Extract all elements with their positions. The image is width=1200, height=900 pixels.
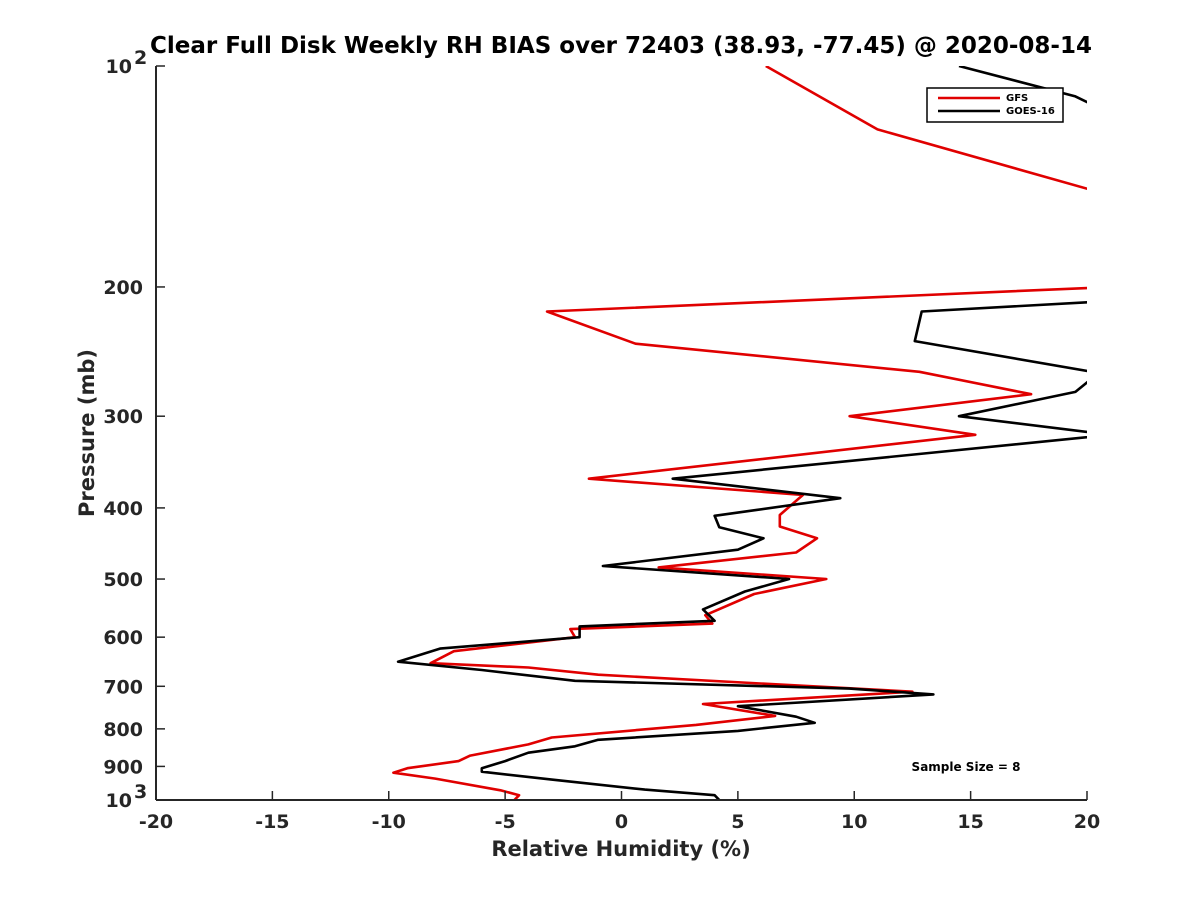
- y-tick-exponent: 3: [134, 781, 147, 803]
- y-tick-label: 400: [103, 498, 143, 520]
- legend-label-goes16: GOES-16: [1006, 106, 1055, 117]
- chart-title: Clear Full Disk Weekly RH BIAS over 7240…: [150, 33, 1092, 59]
- series-line-goes-16: [396, 66, 1087, 800]
- y-tick-exponent: 2: [134, 47, 147, 69]
- y-tick-label: 600: [103, 627, 143, 649]
- y-tick-label: 200: [103, 277, 143, 299]
- x-tick-label: 5: [731, 811, 744, 833]
- x-tick-label: -15: [255, 811, 289, 833]
- y-tick-label: 900: [103, 756, 143, 778]
- y-axis-label: Pressure (mb): [75, 349, 99, 517]
- y-tick-label: 10: [106, 790, 132, 812]
- y-tick-label: 10: [106, 56, 132, 78]
- series-layer: [392, 66, 1087, 800]
- sample-size-annotation: Sample Size = 8: [912, 760, 1021, 774]
- x-tick-label: -20: [139, 811, 173, 833]
- y-tick-label: 800: [103, 719, 143, 741]
- legend: GFS GOES-16: [926, 87, 1064, 123]
- axes: [155, 65, 1088, 801]
- y-tick-base: 10: [106, 790, 132, 812]
- x-tick-label: -5: [495, 811, 516, 833]
- x-tick-label: 20: [1074, 811, 1100, 833]
- y-tick-label: 700: [103, 676, 143, 698]
- legend-box: [926, 87, 1064, 123]
- x-tick-label: 0: [615, 811, 628, 833]
- x-tick-labels: -20 -15 -10 -5 0 5 10 15 20: [139, 811, 1100, 833]
- x-tick-label: 15: [957, 811, 983, 833]
- series-line-gfs: [392, 66, 1087, 800]
- y-tick-label: 500: [103, 569, 143, 591]
- y-tick-base: 10: [106, 56, 132, 78]
- legend-label-gfs: GFS: [1006, 93, 1028, 104]
- x-tick-label: -10: [372, 811, 406, 833]
- y-tick-label: 300: [103, 406, 143, 428]
- x-tick-label: 10: [841, 811, 867, 833]
- x-axis-label: Relative Humidity (%): [491, 837, 750, 861]
